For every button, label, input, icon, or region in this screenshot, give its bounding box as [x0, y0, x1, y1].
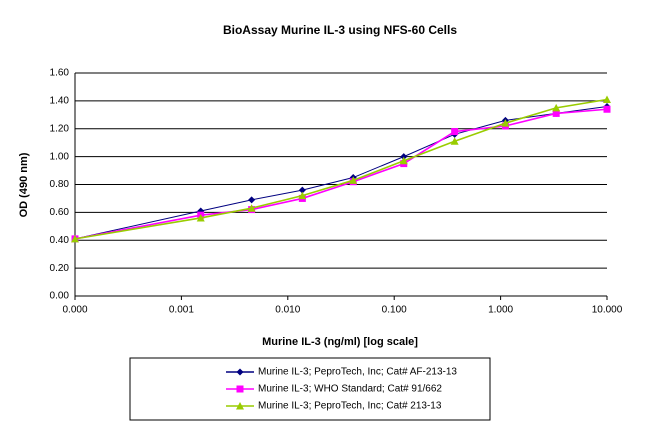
y-tick-label: 0.20 — [50, 263, 70, 274]
y-tick-label: 1.00 — [50, 151, 70, 162]
y-tick-label: 0.60 — [50, 207, 70, 218]
data-point — [603, 95, 611, 103]
y-tick-label: 0.00 — [50, 291, 70, 302]
x-tick-label: 0.010 — [275, 305, 300, 316]
data-point — [349, 176, 358, 184]
x-tick-label: 0.100 — [382, 305, 407, 316]
legend-marker — [236, 385, 244, 393]
data-point — [298, 191, 307, 200]
data-point — [552, 103, 561, 112]
chart-title: BioAssay Murine IL-3 using NFS-60 Cells — [223, 23, 457, 37]
x-tick-label: 1.000 — [488, 305, 513, 316]
legend-marker — [236, 368, 244, 376]
x-tick-label: 10.000 — [592, 305, 623, 316]
y-tick-label: 1.20 — [50, 123, 70, 134]
data-point — [71, 234, 79, 243]
data-point — [399, 156, 408, 165]
data-point — [298, 186, 306, 194]
legend-box — [129, 357, 491, 421]
data-point — [248, 196, 256, 204]
data-point — [552, 109, 560, 117]
data-point — [603, 105, 611, 113]
data-point — [247, 204, 256, 212]
y-tick-label: 1.60 — [50, 68, 70, 79]
data-point — [450, 137, 459, 145]
series-line — [74, 98, 608, 240]
y-axis-label: OD (490 nm) — [18, 152, 30, 217]
data-point — [196, 213, 205, 222]
legend-label: Murine IL-3; PeproTech, Inc; Cat# 213-13 — [258, 401, 442, 412]
x-tick-label: 0.001 — [169, 305, 194, 316]
x-tick-label: 0.000 — [62, 305, 87, 316]
x-axis-label: Murine IL-3 (ng/ml) [log scale] — [262, 336, 418, 348]
legend-label: Murine IL-3; PeproTech, Inc; Cat# AF-213… — [258, 367, 457, 378]
legend-label: Murine IL-3; WHO Standard; Cat# 91/662 — [258, 384, 442, 395]
y-tick-label: 0.80 — [50, 179, 70, 190]
legend-marker — [236, 402, 244, 410]
y-tick-label: 1.40 — [50, 96, 70, 107]
series-line — [74, 105, 608, 240]
y-tick-label: 0.40 — [50, 235, 70, 246]
data-point — [451, 128, 459, 136]
data-point — [400, 153, 408, 161]
data-point — [501, 119, 510, 127]
